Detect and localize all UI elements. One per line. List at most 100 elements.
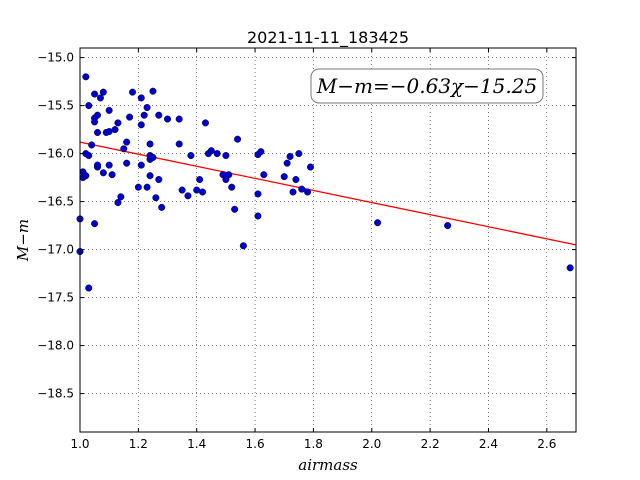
data-point — [566, 264, 574, 272]
y-tick-label: −17.0 — [37, 243, 74, 257]
data-point — [289, 188, 297, 196]
data-point — [91, 118, 99, 126]
data-point — [117, 193, 125, 201]
x-tick-label: 1.6 — [246, 437, 265, 451]
data-point — [254, 212, 262, 220]
data-point — [82, 73, 90, 81]
data-point — [196, 176, 204, 184]
y-tick-labels: −15.0 −15.5 −16.0 −16.5 −17.0 −17.5 −18.0 −18.5 — [37, 51, 74, 401]
data-point — [99, 169, 107, 177]
data-point — [114, 199, 122, 207]
fit-line-layer — [79, 141, 577, 246]
x-axis-label: airmass — [298, 456, 358, 474]
data-point — [137, 94, 145, 102]
data-point — [129, 88, 137, 96]
data-point — [108, 171, 116, 179]
x-tick-labels: 1.0 1.2 1.4 1.6 1.8 2.0 2.2 2.4 2.6 — [70, 437, 556, 451]
data-point — [257, 148, 265, 156]
data-point — [149, 87, 157, 95]
y-tick-label: −16.0 — [37, 147, 74, 161]
x-tick-label: 1.8 — [304, 437, 323, 451]
data-point — [105, 161, 113, 169]
x-tick-label: 2.4 — [479, 437, 498, 451]
data-point — [207, 147, 215, 155]
data-point — [234, 135, 242, 143]
data-point — [306, 163, 314, 171]
data-point — [292, 176, 300, 184]
y-tick-label: −18.5 — [37, 387, 74, 401]
data-point — [105, 106, 113, 114]
data-points — [76, 73, 574, 292]
data-point — [374, 219, 382, 227]
x-tick-label: 1.0 — [70, 437, 89, 451]
x-tick-label: 2.6 — [537, 437, 556, 451]
data-point — [225, 171, 233, 179]
y-axis-label: M−m — [14, 219, 32, 262]
data-point — [114, 119, 122, 127]
data-point — [143, 104, 151, 112]
fit-equation-text: M−m=−0.63χ−15.25 — [316, 74, 537, 98]
y-tick-label: −18.0 — [37, 339, 74, 353]
data-point — [91, 90, 99, 98]
x-tick-label: 1.4 — [187, 437, 206, 451]
data-point — [155, 176, 163, 184]
data-point — [187, 152, 195, 160]
data-point — [175, 115, 183, 123]
data-point — [91, 220, 99, 228]
data-point — [228, 183, 236, 191]
data-point — [164, 115, 172, 123]
data-point — [444, 222, 452, 230]
data-point — [94, 111, 102, 119]
data-point — [149, 153, 157, 161]
data-point — [85, 152, 93, 160]
data-point — [254, 190, 262, 198]
data-point — [146, 140, 154, 148]
data-point — [85, 284, 93, 292]
data-point — [158, 203, 166, 211]
data-point — [298, 185, 306, 193]
data-point — [123, 159, 131, 167]
y-tick-label: −15.0 — [37, 51, 74, 65]
grid-lines — [79, 48, 576, 432]
data-point — [82, 172, 90, 180]
chart-title: 2021-11-11_183425 — [247, 28, 409, 48]
data-point — [199, 188, 207, 196]
data-point — [105, 128, 113, 136]
data-point — [304, 188, 312, 196]
data-point — [239, 242, 247, 250]
data-point — [111, 126, 119, 134]
fit-equation-box: M−m=−0.63χ−15.25 — [310, 68, 544, 104]
axis-ticks — [79, 48, 576, 432]
data-point — [143, 183, 151, 191]
data-point — [99, 88, 107, 96]
data-point — [280, 173, 288, 181]
data-point — [175, 140, 183, 148]
data-point — [123, 138, 131, 146]
fit-line — [79, 141, 577, 246]
data-point — [152, 194, 160, 202]
data-point — [260, 171, 268, 179]
x-tick-label: 2.2 — [421, 437, 440, 451]
data-point — [88, 141, 96, 149]
data-point — [178, 186, 186, 194]
data-point — [85, 102, 93, 110]
data-point — [140, 111, 148, 119]
x-tick-label: 1.2 — [129, 437, 148, 451]
data-point — [213, 150, 221, 158]
data-point — [126, 113, 134, 121]
data-point — [137, 161, 145, 169]
data-point — [295, 150, 303, 158]
data-point — [231, 205, 239, 213]
data-point — [155, 111, 163, 119]
data-point — [137, 121, 145, 129]
data-point — [184, 192, 192, 200]
data-point — [120, 145, 128, 153]
data-point — [94, 161, 102, 169]
y-tick-label: −17.5 — [37, 291, 74, 305]
y-tick-label: −16.5 — [37, 195, 74, 209]
data-point — [201, 119, 209, 127]
data-point — [146, 172, 154, 180]
data-point — [94, 128, 102, 136]
plot-frame — [79, 47, 577, 433]
